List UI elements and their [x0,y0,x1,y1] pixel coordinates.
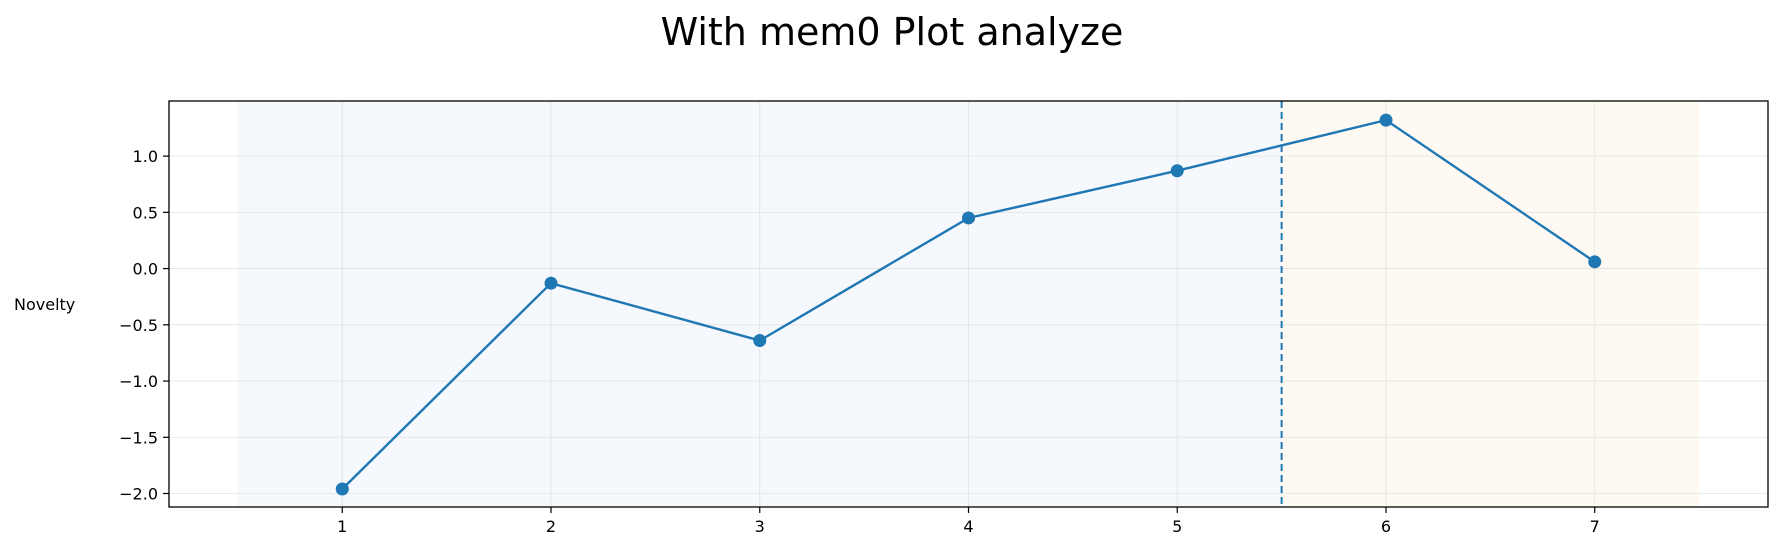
plot-area: 1 2 3 4 5 6 7 −2.0 −1.5 −1.0 −0.5 0.0 0.5 1.0 [119,100,1769,536]
y-tick-label-6: 0.5 [133,203,158,222]
data-point-7 [1588,255,1602,269]
y-axis-label: Novelty [14,295,75,314]
data-point-6 [1379,113,1393,127]
y-tick-label-3: −1.0 [119,372,158,391]
x-tick-label-5: 5 [1172,517,1182,536]
y-tick-label-1: −2.0 [119,485,158,504]
data-point-1 [335,482,349,496]
data-point-3 [753,334,767,348]
data-point-4 [962,211,975,225]
x-tick-label-1: 1 [337,517,347,536]
data-point-2 [544,276,558,290]
data-point-5 [1170,164,1184,178]
shaded-region-2 [1281,101,1700,507]
y-tick-label-2: −1.5 [119,428,158,447]
x-tick-label-2: 2 [546,517,556,536]
y-tick-label-4: −0.5 [119,316,158,335]
x-tick-label-4: 4 [963,517,973,536]
x-tick-label-3: 3 [755,517,765,536]
y-tick-label-5: 0.0 [133,260,158,279]
x-tick-label-7: 7 [1590,517,1600,536]
y-tick-label-7: 1.0 [133,147,158,166]
x-tick-label-6: 6 [1381,517,1391,536]
chart-title: With mem0 Plot analyze [661,10,1124,54]
